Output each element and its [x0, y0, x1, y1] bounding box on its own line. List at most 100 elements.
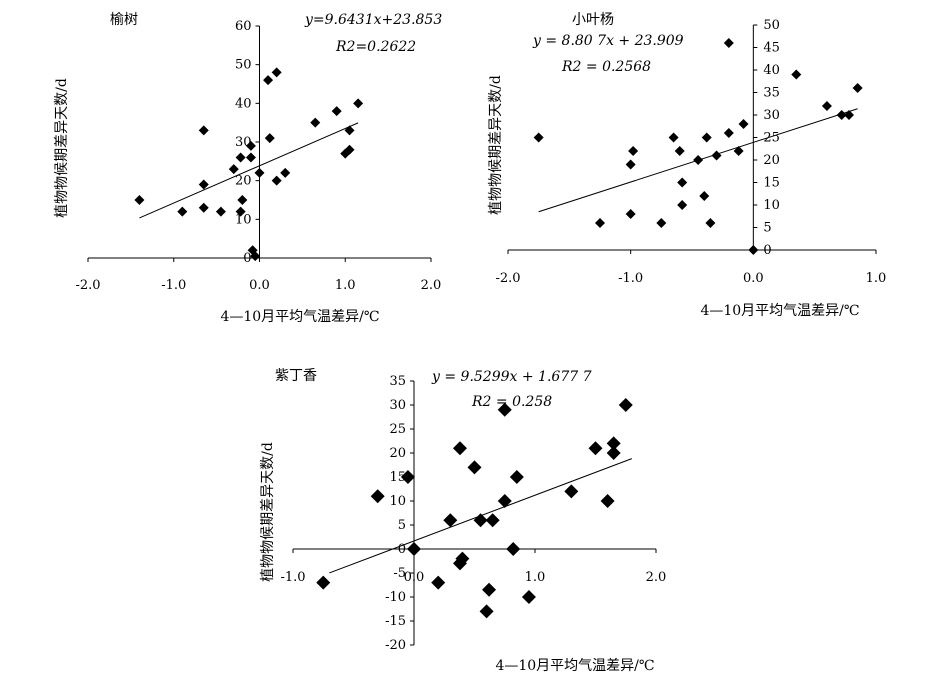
x-tick-label: -2.0	[495, 271, 520, 286]
chart-poplar-title: 小叶杨	[572, 12, 614, 28]
y-tick-label: 60	[235, 19, 252, 34]
data-point	[353, 98, 364, 109]
chart-poplar-ylabel: 植物物候期差异天数/d	[488, 75, 504, 215]
data-point	[791, 69, 802, 80]
data-point	[656, 218, 667, 228]
x-tick-label: 0.0	[404, 570, 425, 585]
data-point	[497, 402, 512, 417]
chart-poplar-xlabel: 4—10月平均气温差异/℃	[700, 303, 859, 319]
x-tick-label: 0.0	[249, 278, 270, 293]
data-point	[443, 513, 458, 528]
x-tick-label: -1.0	[161, 278, 186, 293]
data-point	[407, 542, 421, 556]
data-point	[677, 177, 688, 188]
data-point	[674, 146, 685, 156]
data-point	[235, 206, 246, 217]
data-point	[250, 251, 261, 262]
y-tick-label: 20	[389, 446, 406, 461]
data-point	[836, 110, 847, 120]
chart-elm-r2: R2=0.2622	[335, 39, 416, 55]
data-point	[280, 167, 291, 178]
data-point	[506, 542, 521, 556]
y-tick-label: 35	[763, 86, 780, 101]
data-point	[245, 152, 256, 163]
y-tick-label: -5	[393, 566, 406, 581]
data-point	[235, 152, 246, 163]
y-tick-label: -15	[385, 614, 406, 629]
data-point	[852, 83, 863, 93]
data-point	[237, 195, 248, 205]
data-point	[521, 590, 536, 604]
data-point	[606, 446, 621, 460]
data-point	[497, 494, 512, 508]
data-point	[452, 441, 467, 456]
data-point	[485, 513, 500, 528]
y-tick-label: 0	[398, 542, 406, 557]
data-point	[738, 119, 749, 129]
y-tick-label: 50	[235, 58, 252, 73]
y-tick-label: 30	[389, 398, 406, 413]
data-point	[271, 175, 282, 186]
y-tick-label: 30	[763, 108, 780, 123]
data-point	[331, 106, 342, 117]
x-tick-label: 1.0	[525, 570, 546, 585]
x-tick-label: -1.0	[618, 271, 643, 286]
data-point	[455, 551, 470, 566]
data-point	[618, 398, 633, 412]
y-tick-label: 25	[389, 422, 406, 437]
chart-lilac-ylabel: 植物物候期差异天数/d	[260, 442, 276, 582]
x-tick-label: -2.0	[75, 278, 100, 293]
chart-poplar: 小叶杨 y = 8.80 7x + 23.909 R2 = 0.2568 植物物…	[488, 12, 886, 319]
y-tick-label: 10	[235, 212, 252, 227]
data-point	[316, 575, 331, 590]
data-point	[844, 110, 855, 120]
x-tick-label: 0.0	[743, 271, 764, 286]
data-point	[431, 575, 446, 590]
y-tick-label: 5	[398, 518, 406, 533]
data-point	[245, 140, 256, 151]
chart-elm-points	[134, 67, 364, 262]
data-point	[271, 67, 282, 78]
data-point	[705, 218, 716, 228]
data-point	[467, 460, 482, 475]
chart-lilac-equation: y = 9.5299x + 1.677 7	[431, 369, 592, 385]
data-point	[247, 245, 258, 256]
data-point	[198, 202, 209, 213]
chart-poplar-points	[533, 38, 863, 255]
data-point	[723, 128, 734, 138]
data-point	[370, 489, 385, 504]
y-tick-label: 0	[763, 243, 771, 258]
x-tick-label: 1.0	[335, 278, 356, 293]
data-point	[701, 132, 712, 143]
x-tick-label: 1.0	[866, 271, 887, 286]
data-point	[177, 206, 188, 217]
y-tick-label: -20	[385, 638, 406, 653]
x-tick-label: -1.0	[280, 570, 305, 585]
y-tick-label: 50	[763, 18, 780, 33]
y-tick-label: 10	[763, 198, 780, 213]
chart-poplar-r2: R2 = 0.2568	[561, 59, 651, 75]
data-point	[198, 179, 209, 190]
chart-poplar-axes: 0 5 10 15 20 25 30 35 40 45 50 -2.0 -1.0 0.0 1.0	[495, 18, 886, 286]
data-point	[482, 582, 497, 597]
data-point	[748, 245, 759, 255]
data-point	[310, 117, 321, 128]
chart-lilac: 紫丁香 y = 9.5299x + 1.677 7 R2 = 0.258 植物物…	[260, 368, 666, 674]
data-point	[344, 125, 355, 136]
data-point	[134, 195, 145, 205]
data-point	[198, 125, 209, 136]
data-point	[625, 209, 636, 219]
data-point	[595, 218, 605, 228]
data-point	[699, 191, 710, 201]
x-tick-label: 2.0	[646, 570, 667, 585]
chart-lilac-xlabel: 4—10月平均气温差异/℃	[495, 658, 654, 674]
data-point	[509, 470, 524, 484]
data-point	[400, 470, 415, 484]
data-point	[533, 132, 544, 143]
data-point	[668, 132, 679, 143]
data-point	[628, 146, 639, 156]
chart-lilac-points	[316, 398, 633, 619]
y-tick-label: 35	[389, 374, 406, 389]
y-tick-label: 20	[235, 174, 252, 189]
